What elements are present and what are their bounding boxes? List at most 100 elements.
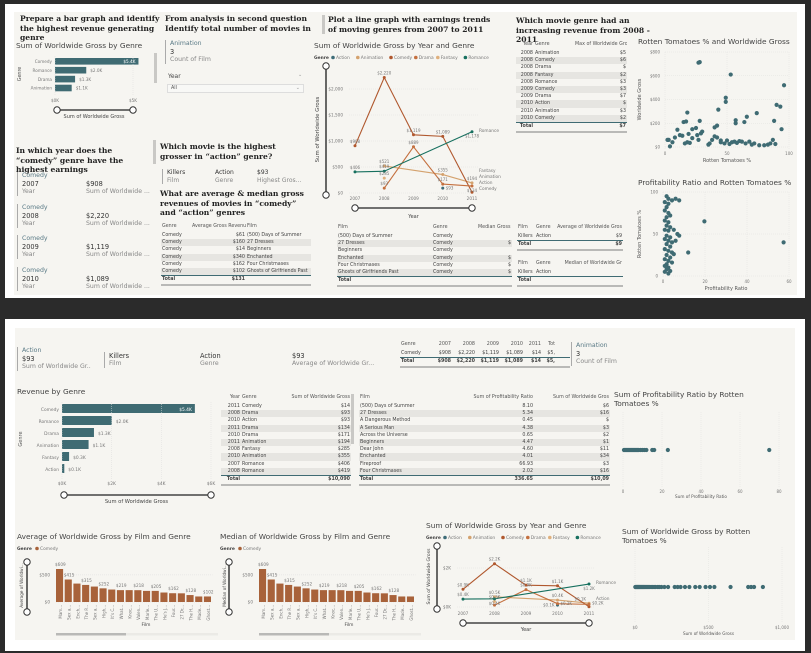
- column-header[interactable]: 2010: [510, 342, 523, 347]
- column-header[interactable]: Genre: [433, 225, 448, 230]
- table-cell: $: [605, 418, 609, 424]
- scrollbar[interactable]: [153, 140, 156, 164]
- column-header[interactable]: Max of Worldwide Gro: [575, 42, 627, 47]
- card-label: Genre: [200, 360, 219, 367]
- column-header[interactable]: Median of Worldwide Gr: [564, 261, 622, 266]
- table-cell: $: [507, 269, 511, 275]
- column-header[interactable]: Sum of Worldwide Gross: [291, 395, 350, 400]
- card-year-label: Year: [22, 188, 36, 195]
- table-cell: Drama: [535, 65, 552, 71]
- table-row: 2008 Drama $: [516, 64, 627, 71]
- table-total-row: Total $131: [161, 275, 311, 282]
- card-value-col: $1,119 Sum of Worldwide ...: [86, 243, 150, 259]
- table-cell: [477, 233, 512, 240]
- table-row: Four Christmases 2.02 $16: [359, 467, 610, 475]
- column-header[interactable]: Film: [518, 225, 528, 230]
- table-cell: $3: [602, 425, 609, 431]
- horizontal-scrollbar[interactable]: [161, 284, 311, 287]
- table-row: Enchanted Comedy $: [337, 254, 512, 262]
- table-cell: $194: [337, 439, 350, 445]
- table-cell: Romance: [535, 79, 558, 85]
- column-header[interactable]: Genre: [536, 261, 551, 266]
- column-header[interactable]: Average Gross Revenue: [192, 224, 246, 229]
- column-header[interactable]: 2009: [486, 342, 499, 347]
- question-4-title: Which movie is the highest grosser in “a…: [160, 142, 276, 161]
- table-cell: Comedy: [162, 233, 182, 238]
- column-header[interactable]: Film: [247, 224, 257, 229]
- card-value: Killers: [109, 352, 130, 360]
- table-cell: (500) Days of Summer: [338, 234, 393, 239]
- horizontal-scrollbar[interactable]: [221, 484, 351, 487]
- table-cell: $93: [340, 411, 350, 417]
- table-cell: Comedy: [162, 240, 182, 246]
- card-category: Action: [22, 347, 42, 354]
- scrollbar[interactable]: [351, 394, 354, 444]
- table-cell: 2010: [227, 454, 240, 460]
- column-header[interactable]: Genre: [536, 225, 551, 230]
- action-sum-card: Action $93 Sum of Worldwide Gr..: [17, 347, 91, 371]
- card-row: 2009 Year $1,119 Sum of Worldwide ...: [22, 243, 151, 259]
- table-cell: $61: [235, 233, 245, 238]
- table-cell: $: [622, 65, 626, 71]
- table-cell: Comedy: [433, 248, 453, 254]
- card-row: 2007 Year $908 Sum of Worldwide ...: [22, 180, 151, 196]
- column-header[interactable]: 2007: [438, 342, 451, 347]
- column-header[interactable]: Year: [522, 42, 533, 47]
- table-cell: 2.02: [522, 468, 533, 474]
- column-header[interactable]: Genre: [242, 395, 257, 400]
- table-cell: Comedy: [433, 241, 453, 247]
- table-row: Comedy $160 27 Dresses: [161, 239, 311, 247]
- table-cell: 2007: [227, 461, 240, 467]
- table-row: Killers Action: [517, 269, 623, 276]
- column-header[interactable]: Genre: [535, 42, 550, 47]
- column-header[interactable]: Sum of Profitability Ratio: [473, 395, 534, 400]
- total-cell: Total: [226, 476, 240, 482]
- column-header[interactable]: Median Gross Reve: [478, 225, 512, 230]
- column-header[interactable]: Tot: [548, 342, 555, 347]
- column-header[interactable]: Year: [229, 395, 240, 400]
- table-row: Four Christmases Comedy $: [337, 262, 512, 269]
- column-header[interactable]: Average of Worldwide Gros: [557, 225, 622, 230]
- table-cell: Killers: [518, 234, 533, 239]
- table-cell: $: [622, 101, 626, 107]
- column-header[interactable]: Film: [518, 261, 528, 266]
- horizontal-scrollbar[interactable]: [516, 131, 627, 134]
- year-slicer-dropdown[interactable]: All ⌄: [167, 84, 304, 93]
- table-cell: $3: [602, 461, 609, 467]
- table-header: Genre Average Gross Revenue Film: [161, 223, 311, 232]
- horizontal-scrollbar[interactable]: [337, 285, 512, 288]
- column-header[interactable]: Film: [338, 225, 348, 230]
- card-label: Sum of Worldwide Gr..: [22, 363, 91, 370]
- horizontal-scrollbar[interactable]: [517, 285, 623, 288]
- column-header[interactable]: Film: [360, 395, 370, 400]
- table-row: 27 Dresses 5.34 $16: [359, 410, 610, 418]
- comedy-year-card: Comedy 2009 Year $1,119 Sum of Worldwide ...: [17, 235, 151, 259]
- table-cell: 4.38: [522, 425, 533, 431]
- column-header[interactable]: Genre: [401, 342, 416, 347]
- card-value-col: $1,089 Sum of Worldwide ...: [86, 275, 150, 291]
- table-cell: 27 Dresses: [338, 241, 365, 247]
- horizontal-scrollbar[interactable]: [359, 484, 610, 487]
- table-row: 2008 Fantasy $2: [516, 71, 627, 79]
- horizontal-scrollbar[interactable]: [400, 366, 570, 369]
- column-header[interactable]: Sum of Worldwide Gros: [553, 395, 609, 400]
- table-row: A Serious Man 4.38 $3: [359, 424, 610, 432]
- chevron-down-icon[interactable]: ⌄: [298, 72, 303, 78]
- table-cell: Beginners: [338, 248, 363, 254]
- card-value: 3: [576, 350, 581, 358]
- column-header[interactable]: 2011: [528, 342, 541, 347]
- column-header[interactable]: Genre: [162, 224, 177, 229]
- card-category: Comedy: [22, 172, 48, 179]
- table-cell: $11: [599, 447, 609, 453]
- table-row: 2009 Drama $7: [516, 93, 627, 100]
- column-header[interactable]: 2008: [462, 342, 475, 347]
- table-cell: $2,220: [458, 351, 475, 356]
- horizontal-scrollbar[interactable]: [517, 249, 623, 252]
- table-cell: $102: [232, 268, 245, 274]
- year-slicer-label: Year: [168, 73, 181, 80]
- table-cell: Enchanted: [360, 454, 386, 460]
- table-row: Comedy $908 $2,220 $1,119 $1,089 $14 $5,: [400, 350, 570, 357]
- scrollbar[interactable]: [154, 53, 157, 83]
- table-cell: $1,119: [482, 351, 499, 356]
- total-cell: $14: [530, 359, 541, 365]
